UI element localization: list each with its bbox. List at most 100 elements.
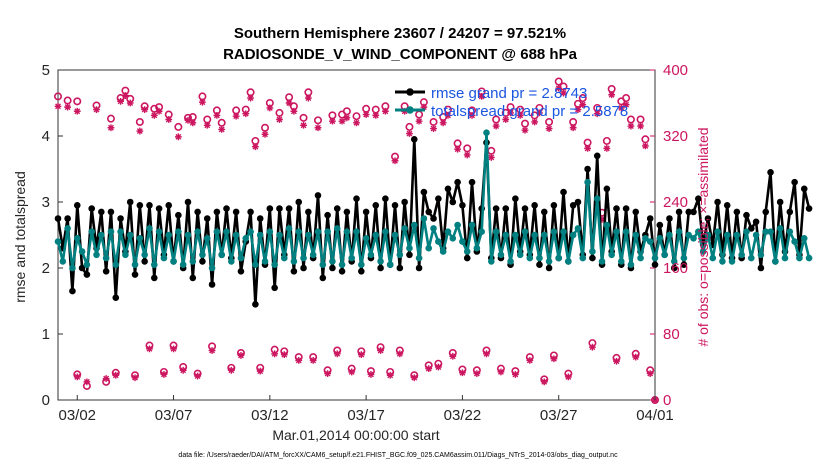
totalspread-point	[420, 215, 428, 222]
rmse-point	[723, 202, 731, 209]
totalspread-point	[213, 228, 221, 235]
obs-assimilated-marker	[122, 92, 129, 99]
totalspread-point	[565, 258, 572, 265]
x-tick-label: 04/01	[636, 407, 674, 424]
rmse-point	[146, 202, 153, 209]
rmse-point	[593, 152, 601, 160]
totalspread-point	[367, 251, 375, 259]
totalspread-point	[290, 258, 298, 265]
obs-assimilated-marker	[603, 144, 611, 152]
totalspread-point	[767, 228, 774, 235]
totalspread-point	[54, 238, 62, 245]
totalspread-point	[723, 231, 731, 239]
totalspread-point	[709, 254, 717, 262]
x-tick-label: 03/07	[155, 407, 193, 424]
y2-axis-label: # of obs: o=possible; ×=assimilated	[695, 127, 711, 346]
totalspread-point	[232, 231, 240, 239]
rmse-point	[237, 268, 245, 275]
obs-assimilated-marker	[641, 142, 649, 150]
obs-assimilated-marker	[333, 350, 341, 358]
totalspread-point	[391, 231, 399, 239]
x-tick-label: 03/27	[540, 407, 578, 424]
rmse-point	[358, 268, 365, 275]
totalspread-point	[569, 231, 577, 239]
totalspread-point	[526, 254, 534, 262]
obs-assimilated-marker	[536, 109, 543, 117]
obs-assimilated-marker	[357, 351, 365, 359]
totalspread-point	[752, 231, 760, 239]
obs-assimilated-marker	[194, 372, 202, 380]
totalspread-point	[348, 254, 355, 262]
legend-totalspread-marker	[406, 106, 414, 114]
rmse-point	[603, 185, 611, 193]
rmse-point	[415, 264, 423, 272]
obs-assimilated-marker	[516, 111, 524, 119]
obs-assimilated-marker	[348, 368, 356, 376]
totalspread-point	[531, 231, 538, 239]
rmse-point	[391, 202, 399, 209]
x-axis-label: Mar.01,2014 00:00:00 start	[272, 427, 439, 443]
totalspread-point	[319, 261, 327, 269]
obs-assimilated-marker	[492, 122, 500, 130]
obs-assimilated-marker	[449, 352, 457, 360]
obs-assimilated-marker	[555, 84, 563, 92]
obs-assimilated-marker	[569, 124, 577, 132]
obs-assimilated-marker	[300, 121, 307, 129]
y2-tick-label: 160	[663, 260, 688, 277]
rmse-point	[714, 198, 721, 206]
obs-assimilated-marker	[251, 143, 259, 151]
rmse-point	[449, 198, 457, 206]
obs-assimilated-marker	[406, 130, 413, 137]
obs-assimilated-marker	[170, 345, 177, 353]
chart-title: Southern Hemisphere 23607 / 24207 = 97.5…	[234, 25, 566, 42]
obs-possible-marker	[53, 92, 62, 101]
rmse-point	[463, 254, 471, 262]
obs-assimilated-marker	[367, 371, 375, 378]
rmse-point	[276, 205, 283, 212]
rmse-point	[377, 264, 384, 272]
totalspread-point	[781, 254, 789, 262]
obs-assimilated-marker	[377, 347, 384, 354]
rmse-point	[531, 202, 538, 209]
chart-subtitle: RADIOSONDE_V_WIND_COMPONENT @ 688 hPa	[223, 46, 578, 63]
obs-assimilated-marker	[430, 125, 437, 132]
totalspread-point	[107, 228, 115, 235]
totalspread-point	[102, 254, 110, 262]
totalspread-point	[309, 251, 317, 259]
obs-assimilated-marker	[632, 353, 640, 361]
rmse-point	[536, 261, 543, 269]
rmse-point	[285, 205, 293, 212]
obs-assimilated-marker	[247, 94, 254, 102]
obs-assimilated-marker	[208, 347, 216, 354]
totalspread-point	[540, 231, 548, 239]
totalspread-point	[276, 231, 283, 239]
obs-assimilated-marker	[521, 126, 529, 134]
totalspread-point	[776, 225, 784, 232]
totalspread-point	[478, 228, 485, 235]
rmse-point	[767, 169, 774, 176]
totalspread-point	[386, 261, 394, 269]
obs-assimilated-marker	[112, 371, 120, 379]
totalspread-point	[425, 244, 433, 252]
totalspread-point	[502, 231, 510, 239]
rmse-point	[131, 271, 139, 278]
obs-assimilated-marker	[497, 368, 505, 376]
x-tick-label: 03/02	[58, 407, 96, 424]
totalspread-point	[69, 264, 76, 272]
obs-assimilated-marker	[136, 127, 144, 135]
totalspread-point	[642, 235, 649, 242]
totalspread-point	[98, 231, 105, 239]
rmse-point	[410, 136, 418, 143]
obs-assimilated-marker	[526, 357, 534, 364]
rmse-point	[396, 264, 404, 272]
rmse-point	[680, 261, 688, 269]
rmse-point	[208, 281, 216, 288]
rmse-point	[107, 208, 115, 216]
rmse-point	[324, 211, 331, 219]
series-layer	[54, 129, 813, 308]
totalspread-point	[179, 261, 187, 269]
rmse-point	[165, 202, 173, 209]
obs-assimilated-marker	[646, 370, 654, 377]
totalspread-point	[194, 228, 201, 235]
rmse-point	[155, 205, 163, 212]
